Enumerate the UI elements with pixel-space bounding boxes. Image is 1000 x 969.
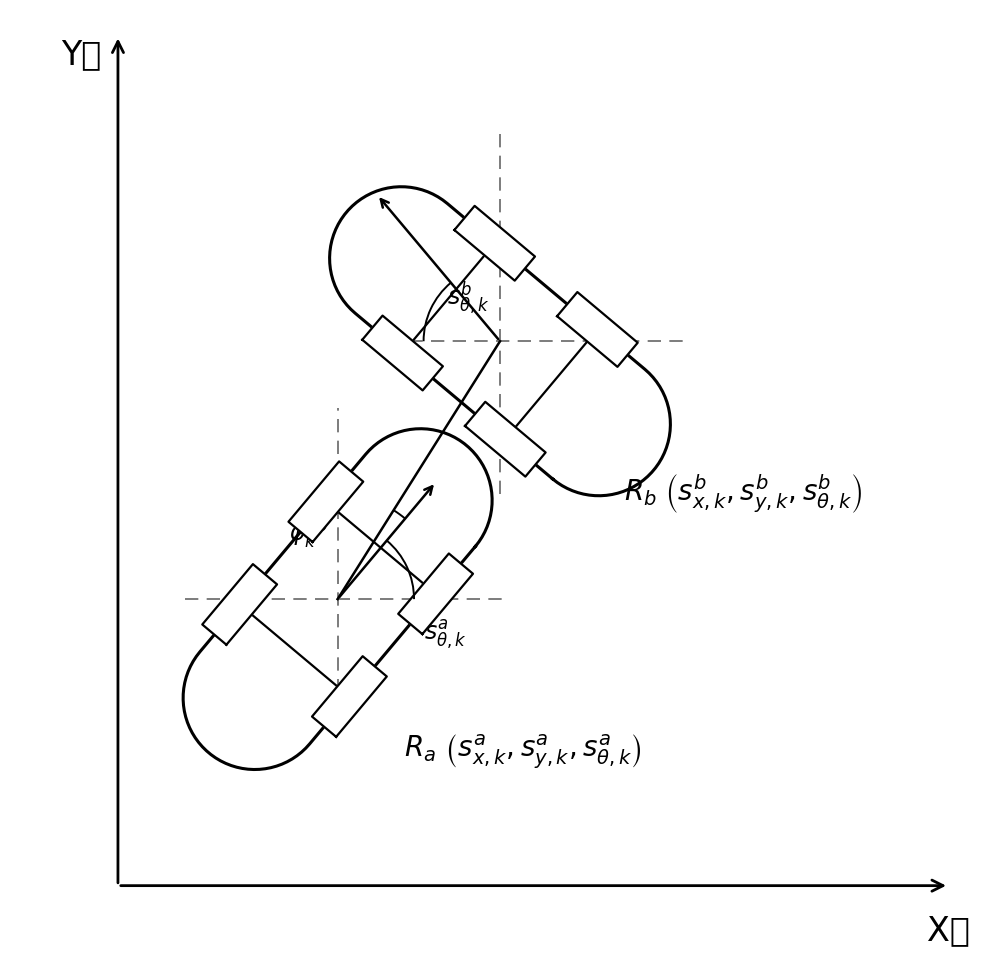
Polygon shape (312, 656, 387, 736)
Text: $\phi_{k}^{ab}$: $\phi_{k}^{ab}$ (289, 516, 328, 551)
Polygon shape (454, 205, 535, 281)
Text: $s_{\theta,k}^{b}$: $s_{\theta,k}^{b}$ (447, 280, 490, 318)
Text: $R_b\ \left(s_{x,k}^{b},s_{y,k}^{b},s_{\theta,k}^{b}\right)$: $R_b\ \left(s_{x,k}^{b},s_{y,k}^{b},s_{\… (624, 473, 862, 516)
Polygon shape (398, 553, 473, 634)
Text: X轴: X轴 (927, 915, 970, 948)
Text: $R_a\ \left(s_{x,k}^{a},s_{y,k}^{a},s_{\theta,k}^{a}\right)$: $R_a\ \left(s_{x,k}^{a},s_{y,k}^{a},s_{\… (404, 733, 642, 771)
Polygon shape (202, 564, 277, 644)
Polygon shape (362, 316, 443, 391)
Polygon shape (465, 402, 546, 477)
Text: Y轴: Y轴 (61, 38, 101, 71)
Text: $s_{\theta,k}^{a}$: $s_{\theta,k}^{a}$ (424, 618, 467, 651)
Polygon shape (557, 292, 638, 367)
Polygon shape (288, 461, 363, 542)
